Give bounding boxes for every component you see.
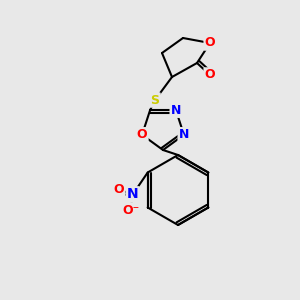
Text: N: N [171,104,181,117]
Text: O: O [137,128,147,141]
Text: S: S [151,94,160,106]
Text: O: O [113,183,124,196]
Text: N: N [179,128,189,141]
Text: O⁻: O⁻ [122,204,139,217]
Text: O: O [205,37,215,50]
Text: N: N [127,188,139,202]
Text: O: O [205,68,215,82]
